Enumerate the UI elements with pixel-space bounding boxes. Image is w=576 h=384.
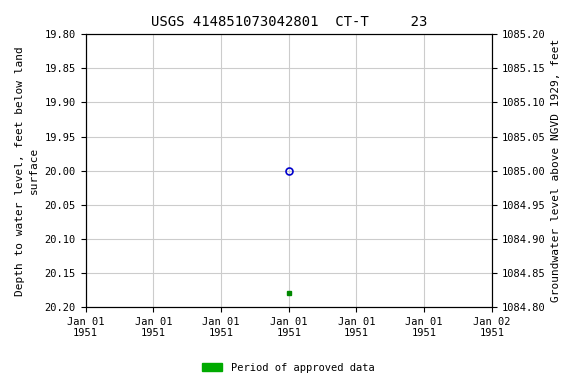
Legend: Period of approved data: Period of approved data (198, 359, 378, 377)
Y-axis label: Depth to water level, feet below land
surface: Depth to water level, feet below land su… (15, 46, 39, 296)
Y-axis label: Groundwater level above NGVD 1929, feet: Groundwater level above NGVD 1929, feet (551, 39, 561, 302)
Title: USGS 414851073042801  CT-T     23: USGS 414851073042801 CT-T 23 (150, 15, 427, 29)
